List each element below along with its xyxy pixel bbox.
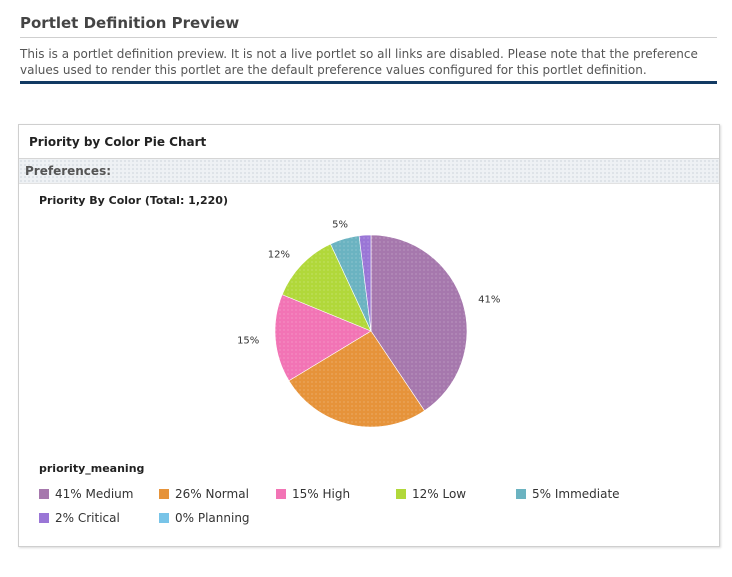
legend-item-high: 15% High xyxy=(276,487,350,501)
legend-label: 15% High xyxy=(292,487,351,501)
legend-title: priority_meaning xyxy=(39,462,145,475)
pie-slice-texture xyxy=(371,235,467,411)
legend-swatch xyxy=(39,489,49,499)
legend-label: 5% Immediate xyxy=(532,487,620,501)
legend-swatch xyxy=(39,513,49,523)
portlet-panel: Priority by Color Pie Chart Preferences:… xyxy=(18,124,720,547)
legend-item-critical: 2% Critical xyxy=(39,511,120,525)
legend-label: 0% Planning xyxy=(175,511,250,525)
pie-label-medium: 41% xyxy=(478,294,500,305)
legend-label: 41% Medium xyxy=(55,487,134,501)
preferences-label: Preferences: xyxy=(25,164,112,178)
legend-label: 2% Critical xyxy=(55,511,120,525)
pie-slice-texture xyxy=(288,331,425,427)
page-title: Portlet Definition Preview xyxy=(20,14,240,32)
preview-description: This is a portlet definition preview. It… xyxy=(20,47,698,77)
pie-label-high: 15% xyxy=(237,336,259,347)
pie-label-immediate: 5% xyxy=(332,219,348,230)
legend-item-low: 12% Low xyxy=(396,487,466,501)
legend-label: 12% Low xyxy=(412,487,467,501)
pie-label-low: 12% xyxy=(268,250,290,261)
legend-swatch xyxy=(276,489,286,499)
legend-label: 26% Normal xyxy=(175,487,249,501)
preferences-band: Preferences: xyxy=(19,159,719,184)
header-accent-bar xyxy=(20,81,717,84)
legend-item-immediate: 5% Immediate xyxy=(516,487,620,501)
pie-slice-texture xyxy=(359,235,371,331)
legend-swatch xyxy=(159,489,169,499)
portlet-title-divider xyxy=(19,158,719,159)
legend-swatch xyxy=(396,489,406,499)
legend-item-normal: 26% Normal xyxy=(159,487,249,501)
chart-title: Priority By Color (Total: 1,220) xyxy=(39,194,228,207)
pie-slice-texture xyxy=(330,235,371,331)
pie-chart: 41%26%15%12%5% xyxy=(237,219,500,428)
legend-item-planning: 0% Planning xyxy=(159,511,250,525)
legend-item-medium: 41% Medium xyxy=(39,487,133,501)
title-divider xyxy=(20,37,717,38)
legend-swatch xyxy=(159,513,169,523)
pie-slice-texture xyxy=(275,294,371,381)
legend-swatch xyxy=(516,489,526,499)
pie-slice-texture xyxy=(282,243,371,331)
portlet-title: Priority by Color Pie Chart xyxy=(29,135,207,149)
